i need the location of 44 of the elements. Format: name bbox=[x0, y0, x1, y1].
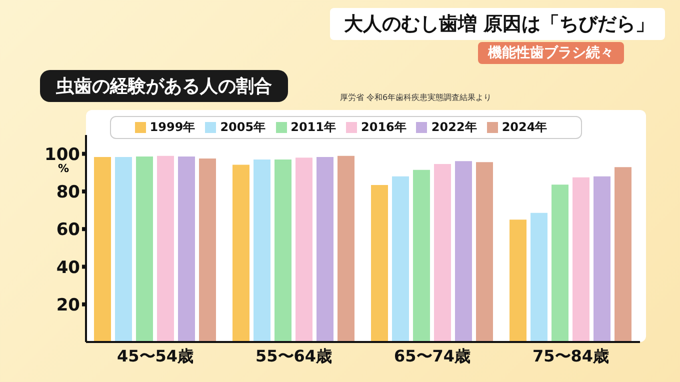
text: 厚労省 令和6年歯科疾患実態調査結果より bbox=[340, 92, 492, 103]
bar bbox=[392, 176, 409, 342]
bar bbox=[572, 177, 590, 342]
legend-label: 2022年 bbox=[431, 120, 477, 134]
bar bbox=[455, 161, 472, 342]
bar bbox=[136, 156, 153, 342]
bar bbox=[94, 157, 111, 342]
y-axis-title: % bbox=[58, 162, 70, 175]
bar bbox=[413, 170, 430, 342]
text: 機能性歯ブラシ続々 bbox=[478, 42, 624, 64]
bar bbox=[115, 157, 132, 342]
legend-label: 1999年 bbox=[150, 120, 196, 134]
legend-label: 2016年 bbox=[361, 120, 406, 134]
bar bbox=[476, 162, 493, 342]
bar bbox=[254, 159, 270, 342]
bar bbox=[316, 157, 334, 342]
bar bbox=[296, 158, 312, 342]
y-tick-label: 80 bbox=[56, 182, 80, 202]
y-tick-label: 40 bbox=[56, 258, 80, 278]
bar bbox=[552, 184, 568, 342]
x-tick-label: 75〜84歳 bbox=[532, 346, 610, 366]
bar bbox=[530, 212, 548, 342]
bar bbox=[157, 156, 174, 342]
chart-title: 虫歯の経験がある人の割合 bbox=[40, 70, 288, 102]
bar bbox=[594, 176, 610, 342]
x-tick-label: 55〜64歳 bbox=[255, 346, 332, 366]
y-tick-label: 100 bbox=[44, 144, 80, 165]
bar bbox=[178, 156, 195, 342]
legend-label: 2005年 bbox=[220, 120, 266, 134]
y-tick-label: 60 bbox=[56, 220, 80, 240]
bar bbox=[614, 167, 632, 342]
x-tick-label: 45〜54歳 bbox=[116, 346, 194, 366]
bar bbox=[510, 220, 526, 342]
bar bbox=[199, 158, 216, 342]
x-tick-label: 65〜74歳 bbox=[394, 346, 471, 366]
legend-label: 2024年 bbox=[502, 120, 548, 134]
chart-subtitle: 大人のむし歯増 原因は「ちびだら」 bbox=[344, 12, 655, 37]
bar bbox=[371, 185, 388, 342]
bar bbox=[232, 164, 250, 342]
bar bbox=[434, 164, 451, 342]
y-tick-label: 20 bbox=[56, 295, 80, 316]
legend-label: 2011年 bbox=[290, 120, 336, 134]
bar bbox=[338, 156, 354, 342]
bar bbox=[274, 159, 292, 342]
